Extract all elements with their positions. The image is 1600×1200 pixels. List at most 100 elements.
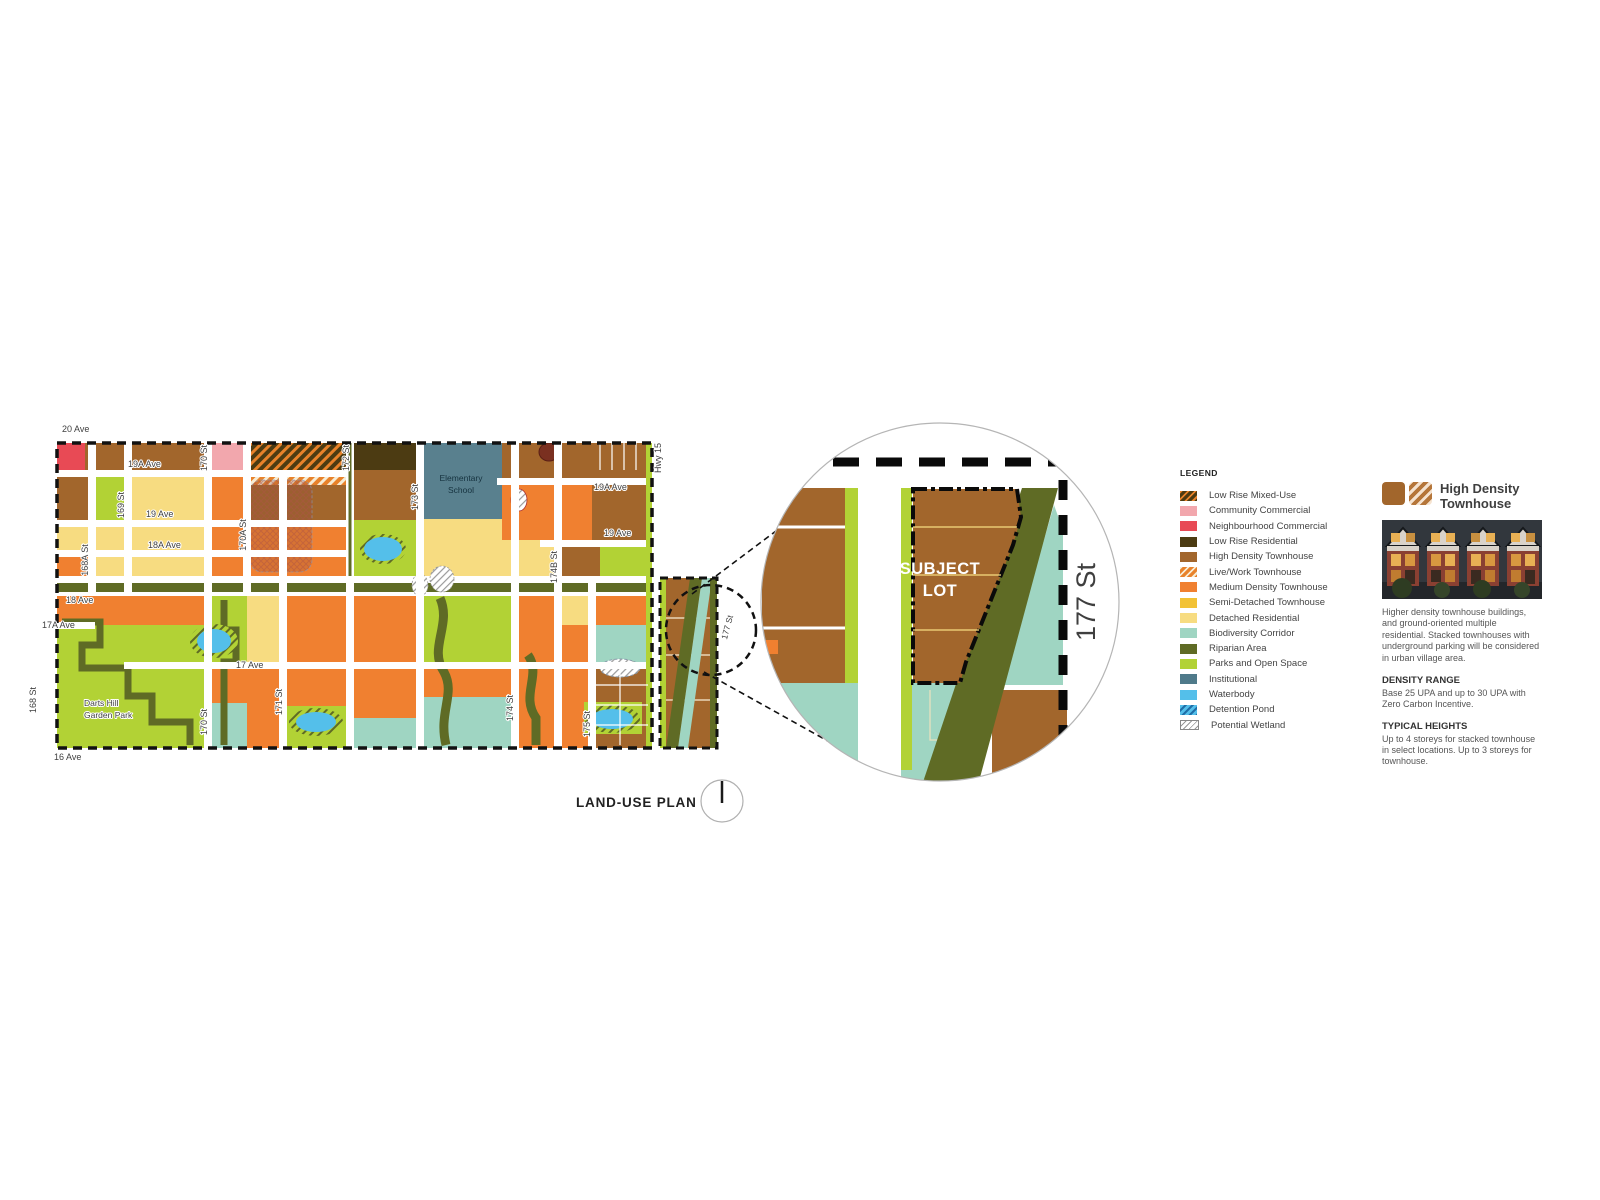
legend-item-label: Parks and Open Space [1209, 658, 1308, 670]
panel-header: High Density Townhouse [1382, 481, 1542, 512]
high-density-townhouse-swatch [1180, 551, 1197, 562]
subject-lot-label-2: LOT [923, 582, 958, 600]
legend-item-label: Low Rise Mixed-Use [1209, 490, 1297, 502]
legend-item: Institutional [1180, 672, 1340, 687]
legend-item-label: Community Commercial [1209, 505, 1311, 517]
legend-item: Detached Residential [1180, 610, 1340, 625]
hwy-15-greenway [646, 443, 652, 748]
map-blocks [57, 443, 652, 748]
legend-item: Neighbourhood Commercial [1180, 519, 1340, 534]
legend-title: LEGEND [1180, 468, 1218, 478]
st-label-173: 173 St [410, 483, 420, 510]
ave-label-16: 16 Ave [54, 752, 81, 762]
legend-item-label: Neighbourhood Commercial [1209, 520, 1328, 532]
streets [57, 443, 652, 748]
inset-circle-outline [760, 422, 1120, 782]
potential-wetland-swatch [1180, 720, 1199, 731]
legend-item-label: Medium Density Townhouse [1209, 581, 1328, 593]
community-commercial-swatch [1180, 505, 1197, 516]
subject-lot [911, 487, 1024, 685]
potential-wetlands [411, 443, 560, 597]
legend-item-label: Semi-Detached Townhouse [1209, 597, 1326, 609]
neighbourhood-commercial-swatch [1180, 521, 1197, 532]
legend-item: Semi-Detached Townhouse [1180, 595, 1340, 610]
ave-label-19-east: 19 Ave [604, 528, 631, 538]
medium-density-townhouse-swatch [1180, 582, 1197, 593]
st-label-170-top: 170 St [199, 444, 209, 471]
legend-item-label: High Density Townhouse [1209, 551, 1314, 563]
legend-item-label: Riparian Area [1209, 643, 1267, 655]
legend-item: Medium Density Townhouse [1180, 580, 1340, 595]
townhouse-photo [1382, 519, 1542, 599]
overlay-zone [249, 479, 313, 573]
ave-label-17: 17 Ave [236, 660, 263, 670]
panel-solid-swatch [1382, 482, 1405, 505]
st-label-174b: 174B St [549, 550, 559, 583]
panel-title: High Density Townhouse [1440, 481, 1520, 511]
legend-item-label: Live/Work Townhouse [1209, 566, 1302, 578]
detention-pond-swatch [1180, 704, 1197, 715]
st-label-169: 169 St [116, 491, 126, 518]
darts-hill-park-block [57, 665, 208, 748]
legend-item-label: Waterbody [1209, 689, 1255, 700]
north-arrow [700, 779, 744, 823]
ave-label-18a: 18A Ave [148, 540, 181, 550]
legend-item: High Density Townhouse [1180, 549, 1340, 564]
st-label-170a: 170A St [238, 519, 248, 551]
ave-label-17a: 17A Ave [42, 620, 75, 630]
legend-item: Community Commercial [1180, 503, 1340, 518]
low-rise-mixed-use-swatch [1180, 490, 1197, 501]
park-label-2: Garden Park [84, 710, 133, 720]
panel-description: Higher density townhouse buildings, and … [1382, 606, 1540, 663]
park-label-1: Darts Hill [84, 698, 119, 708]
legend-item-label: Detached Residential [1209, 612, 1300, 624]
ave-label-20: 20 Ave [62, 424, 89, 434]
density-range-text: Base 25 UPA and up to 30 UPA with Zero C… [1382, 688, 1526, 710]
callout-line-top [691, 431, 909, 595]
st-label-171: 171 St [274, 688, 284, 715]
legend-item-label: Biodiversity Corridor [1209, 627, 1295, 639]
legend-item-label: Detention Pond [1209, 704, 1275, 716]
live-work-strip [247, 477, 350, 485]
density-range-heading: DENSITY RANGE [1382, 675, 1460, 687]
st-label-174: 174 St [505, 694, 515, 721]
legend-item: Detention Pond [1180, 702, 1340, 717]
school-label-2: School [448, 485, 474, 495]
legend-item: Low Rise Residential [1180, 534, 1340, 549]
legend-item: Biodiversity Corridor [1180, 626, 1340, 641]
plan-boundary [55, 441, 654, 750]
elementary-school-block [420, 443, 502, 519]
st-label-168: 168 St [28, 686, 38, 713]
boulevard-median [57, 583, 647, 592]
callout-circle [664, 583, 758, 677]
legend-item: Riparian Area [1180, 641, 1340, 656]
legend: LEGEND Low Rise Mixed-Use Community Comm… [1180, 468, 1340, 733]
legend-item: Live/Work Townhouse [1180, 564, 1340, 579]
subject-strip [660, 578, 717, 748]
ave-label-19a-east: 19A Ave [594, 482, 627, 492]
subject-area-boundary [658, 576, 719, 750]
legend-item: Low Rise Mixed-Use [1180, 488, 1340, 503]
ave-label-19a: 19A Ave [128, 459, 161, 469]
live-work-townhouse-swatch [1180, 567, 1197, 578]
panel-hatch-swatch [1409, 482, 1432, 505]
institutional-swatch [1180, 674, 1197, 685]
plan-caption: LAND-USE PLAN [576, 795, 697, 810]
map-labels: 20 Ave 19A Ave 19 Ave 18A Ave 18 Ave 17A… [27, 423, 736, 763]
st-label-172: 172 St [341, 444, 351, 471]
legend-item-label: Institutional [1209, 673, 1258, 685]
inset-riparian-band [922, 488, 1058, 781]
st-label-175: 175 St [582, 710, 592, 737]
semi-detached-townhouse-swatch [1180, 597, 1197, 608]
typical-heights-heading: TYPICAL HEIGHTS [1382, 721, 1468, 733]
subject-lot-label-1: SUBJECT [900, 560, 981, 578]
high-density-townhouse-panel: High Density Townhouse [1382, 481, 1542, 767]
legend-item-label: Potential Wetland [1211, 719, 1286, 731]
detached-residential-swatch [1180, 613, 1197, 624]
legend-item: Parks and Open Space [1180, 656, 1340, 671]
inset-177-st-label: 177 St [1071, 562, 1101, 641]
typical-heights-text: Up to 4 storeys for stacked townhouse in… [1382, 734, 1536, 767]
pond [364, 537, 402, 561]
neighbourhood-commercial-block [57, 443, 85, 479]
